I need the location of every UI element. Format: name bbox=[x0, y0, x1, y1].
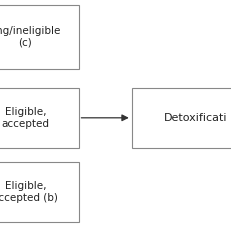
FancyBboxPatch shape bbox=[0, 5, 79, 69]
FancyBboxPatch shape bbox=[0, 162, 79, 222]
Text: ling/ineligible
(c): ling/ineligible (c) bbox=[0, 26, 61, 48]
Text: Detoxificati: Detoxificati bbox=[164, 113, 227, 123]
FancyBboxPatch shape bbox=[0, 88, 79, 148]
FancyBboxPatch shape bbox=[132, 88, 231, 148]
Text: Eligible,
accepted (b): Eligible, accepted (b) bbox=[0, 181, 58, 203]
Text: Eligible,
accepted: Eligible, accepted bbox=[1, 107, 49, 129]
